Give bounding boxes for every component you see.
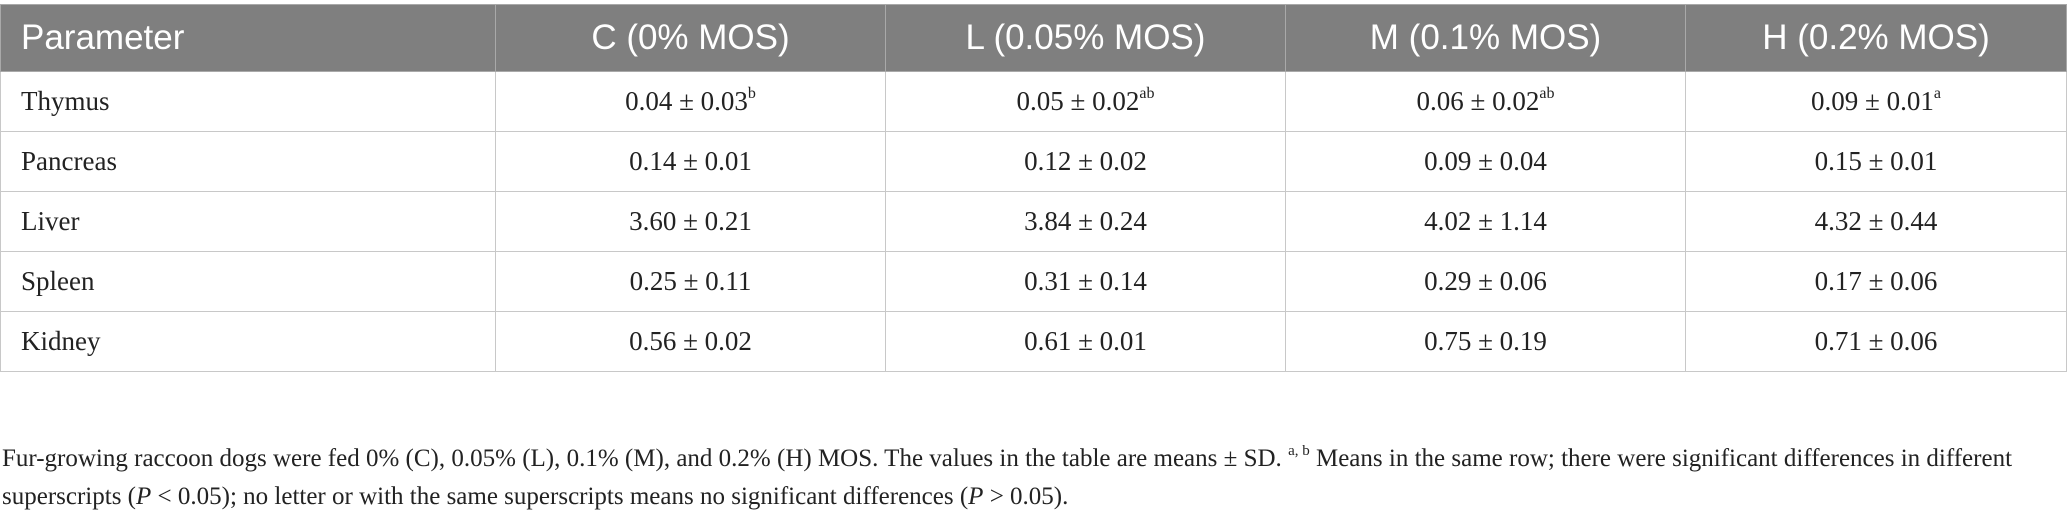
footnote-p-2: P xyxy=(968,483,984,510)
cell-value: 0.61 ± 0.01 xyxy=(1024,326,1147,356)
cell-value: 0.17 ± 0.06 xyxy=(1814,266,1938,296)
footnote-text-1: Fur-growing raccoon dogs were fed 0% (C)… xyxy=(2,445,1289,472)
results-table: Parameter C (0% MOS) L (0.05% MOS) M (0.… xyxy=(0,4,2067,372)
table-row: Kidney 0.56 ± 0.02 0.61 ± 0.01 0.75 ± 0.19 0… xyxy=(0,311,2067,372)
footnote-text-2: Means in the same row; there were signif… xyxy=(2,445,2013,510)
cell-value: 0.09 ± 0.04 xyxy=(1424,146,1547,176)
value-cell: 0.56 ± 0.02 xyxy=(495,311,886,372)
value-cell: 0.12 ± 0.02 xyxy=(885,131,1286,192)
footnote-text-3: < 0.05); no letter or with the same supe… xyxy=(151,483,969,510)
value-cell: 0.71 ± 0.06 xyxy=(1685,311,2067,372)
cell-value: 0.56 ± 0.02 xyxy=(629,326,752,356)
row-label: Spleen xyxy=(0,251,496,312)
cell-value: 0.14 ± 0.01 xyxy=(629,146,752,176)
value-cell: 0.17 ± 0.06 xyxy=(1685,251,2067,312)
value-cell: 0.61 ± 0.01 xyxy=(885,311,1286,372)
cell-value: 0.71 ± 0.06 xyxy=(1814,326,1938,356)
header-h: H (0.2% MOS) xyxy=(1685,4,2067,72)
cell-value: 0.06 ± 0.02 xyxy=(1416,86,1540,116)
cell-superscript: ab xyxy=(1139,85,1155,102)
value-cell: 0.05 ± 0.02ab xyxy=(885,71,1286,132)
table-row: Thymus 0.04 ± 0.03b 0.05 ± 0.02ab 0.06 ± 0.… xyxy=(0,71,2067,132)
row-label: Liver xyxy=(0,191,496,252)
header-c: C (0% MOS) xyxy=(495,4,886,72)
value-cell: 0.06 ± 0.02ab xyxy=(1285,71,1686,132)
header-row: Parameter C (0% MOS) L (0.05% MOS) M (0.… xyxy=(0,4,2067,72)
value-cell: 3.84 ± 0.24 xyxy=(885,191,1286,252)
header-l: L (0.05% MOS) xyxy=(885,4,1286,72)
cell-superscript: a xyxy=(1933,85,1941,102)
value-cell: 0.31 ± 0.14 xyxy=(885,251,1286,312)
value-cell: 0.15 ± 0.01 xyxy=(1685,131,2067,192)
cell-value: 4.02 ± 1.14 xyxy=(1424,206,1547,236)
value-cell: 4.02 ± 1.14 xyxy=(1285,191,1686,252)
cell-value: 0.29 ± 0.06 xyxy=(1424,266,1547,296)
table-row: Spleen 0.25 ± 0.11 0.31 ± 0.14 0.29 ± 0.06 0… xyxy=(0,251,2067,312)
value-cell: 0.75 ± 0.19 xyxy=(1285,311,1686,372)
cell-value: 0.04 ± 0.03 xyxy=(625,86,748,116)
value-cell: 0.29 ± 0.06 xyxy=(1285,251,1686,312)
cell-value: 0.12 ± 0.02 xyxy=(1024,146,1147,176)
cell-value: 3.60 ± 0.21 xyxy=(629,206,752,236)
value-cell: 0.25 ± 0.11 xyxy=(495,251,886,312)
table-row: Liver 3.60 ± 0.21 3.84 ± 0.24 4.02 ± 1.14 4.… xyxy=(0,191,2067,252)
cell-value: 0.75 ± 0.19 xyxy=(1424,326,1547,356)
table-footnote: Fur-growing raccoon dogs were fed 0% (C)… xyxy=(2,440,2052,516)
cell-value: 0.09 ± 0.01 xyxy=(1811,86,1934,116)
footnote-p-1: P xyxy=(136,483,152,510)
footnote-superscript: a, b xyxy=(1288,442,1310,459)
value-cell: 4.32 ± 0.44 xyxy=(1685,191,2067,252)
value-cell: 3.60 ± 0.21 xyxy=(495,191,886,252)
header-parameter: Parameter xyxy=(0,4,496,72)
row-label: Kidney xyxy=(0,311,496,372)
cell-value: 0.15 ± 0.01 xyxy=(1814,146,1938,176)
row-label: Pancreas xyxy=(0,131,496,192)
cell-value: 0.31 ± 0.14 xyxy=(1024,266,1147,296)
cell-superscript: ab xyxy=(1539,85,1555,102)
value-cell: 0.04 ± 0.03b xyxy=(495,71,886,132)
value-cell: 0.09 ± 0.01a xyxy=(1685,71,2067,132)
cell-value: 4.32 ± 0.44 xyxy=(1814,206,1938,236)
cell-superscript: b xyxy=(747,85,756,102)
value-cell: 0.09 ± 0.04 xyxy=(1285,131,1686,192)
cell-value: 3.84 ± 0.24 xyxy=(1024,206,1147,236)
header-m: M (0.1% MOS) xyxy=(1285,4,1686,72)
value-cell: 0.14 ± 0.01 xyxy=(495,131,886,192)
row-label: Thymus xyxy=(0,71,496,132)
cell-value: 0.25 ± 0.11 xyxy=(629,266,752,296)
footnote-text-4: > 0.05). xyxy=(983,483,1069,510)
cell-value: 0.05 ± 0.02 xyxy=(1016,86,1140,116)
table-row: Pancreas 0.14 ± 0.01 0.12 ± 0.02 0.09 ± 0.0… xyxy=(0,131,2067,192)
